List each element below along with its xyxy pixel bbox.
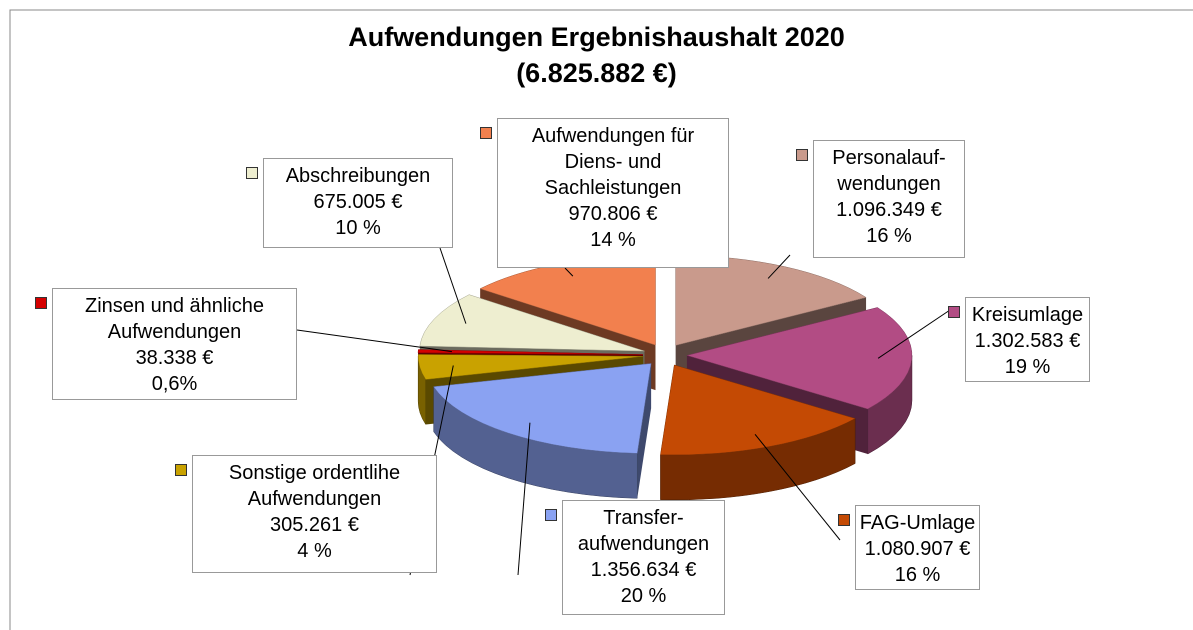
value-label: 38.338 €: [135, 347, 214, 369]
slice: [419, 294, 645, 352]
leader-line: [439, 247, 467, 324]
slice: [686, 307, 913, 410]
value-label: 1.302.583 €: [974, 330, 1081, 352]
legend-swatch: [35, 297, 47, 309]
value-label: 1.080.907 €: [864, 538, 971, 560]
data-label: Aufwendungen für Diens- und Sachleistung…: [480, 118, 729, 268]
percentage-label: 10 %: [335, 217, 381, 239]
slice: [433, 363, 652, 454]
percentage-label: 4 %: [297, 540, 332, 562]
legend-swatch: [796, 149, 808, 161]
legend-swatch: [545, 509, 557, 521]
percentage-label: 0,6%: [151, 373, 198, 395]
data-label: Sonstige ordentlihe Aufwendungen 305.261 …: [175, 455, 437, 573]
category-label: Personalauf- wendungen: [832, 147, 946, 195]
percentage-label: 14 %: [590, 229, 636, 251]
value-label: 305.261 €: [270, 514, 359, 536]
leader-line: [754, 434, 841, 541]
leader-line: [767, 254, 791, 279]
leader-line: [564, 267, 574, 277]
percentage-label: 19 %: [1004, 356, 1051, 378]
legend-swatch: [838, 514, 850, 526]
slice: [660, 364, 856, 456]
legend-swatch: [480, 127, 492, 139]
category-label: Kreisumlage: [971, 304, 1084, 326]
percentage-label: 20 %: [620, 585, 667, 607]
value-label: 970.806 €: [568, 203, 658, 225]
value-label: 1.096.349 €: [836, 199, 942, 221]
data-label: Transfer- aufwendungen 1.356.634 € 20 %: [545, 500, 725, 615]
category-label: FAG-Umlage: [859, 512, 976, 534]
category-label: Transfer- aufwendungen: [577, 507, 710, 555]
slice: [417, 354, 644, 380]
value-label: 675.005 €: [313, 191, 403, 213]
leader-line: [517, 422, 531, 576]
legend-swatch: [175, 464, 187, 476]
category-label: Sonstige ordentlihe Aufwendungen: [228, 462, 401, 510]
value-label: 1.356.634 €: [590, 559, 697, 581]
data-label: Abschreibungen 675.005 € 10 %: [246, 158, 453, 248]
chart-frame: [9, 9, 1193, 630]
data-label: FAG-Umlage 1.080.907 € 16 %: [838, 505, 980, 590]
percentage-label: 16 %: [866, 225, 912, 247]
data-label: Personalauf- wendungen 1.096.349 € 16 %: [796, 140, 965, 258]
data-label: Kreisumlage 1.302.583 € 19 %: [948, 297, 1090, 382]
data-label: Zinsen und ähnliche Aufwendungen 38.338 €…: [35, 288, 297, 400]
percentage-label: 16 %: [894, 564, 941, 586]
chart-subtitle: (6.825.882 €): [516, 58, 677, 88]
legend-swatch: [246, 167, 258, 179]
leader-line: [296, 329, 452, 353]
slice: [417, 349, 644, 355]
category-label: Abschreibungen: [285, 165, 431, 187]
leader-line: [877, 309, 951, 359]
legend-swatch: [948, 306, 960, 318]
chart-title: Aufwendungen Ergebnishaushalt 2020: [348, 22, 845, 52]
category-label: Zinsen und ähnliche Aufwendungen: [84, 295, 264, 343]
category-label: Aufwendungen für Diens- und Sachleistung…: [531, 125, 695, 199]
